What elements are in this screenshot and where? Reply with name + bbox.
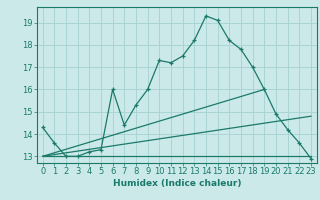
X-axis label: Humidex (Indice chaleur): Humidex (Indice chaleur) — [113, 179, 241, 188]
